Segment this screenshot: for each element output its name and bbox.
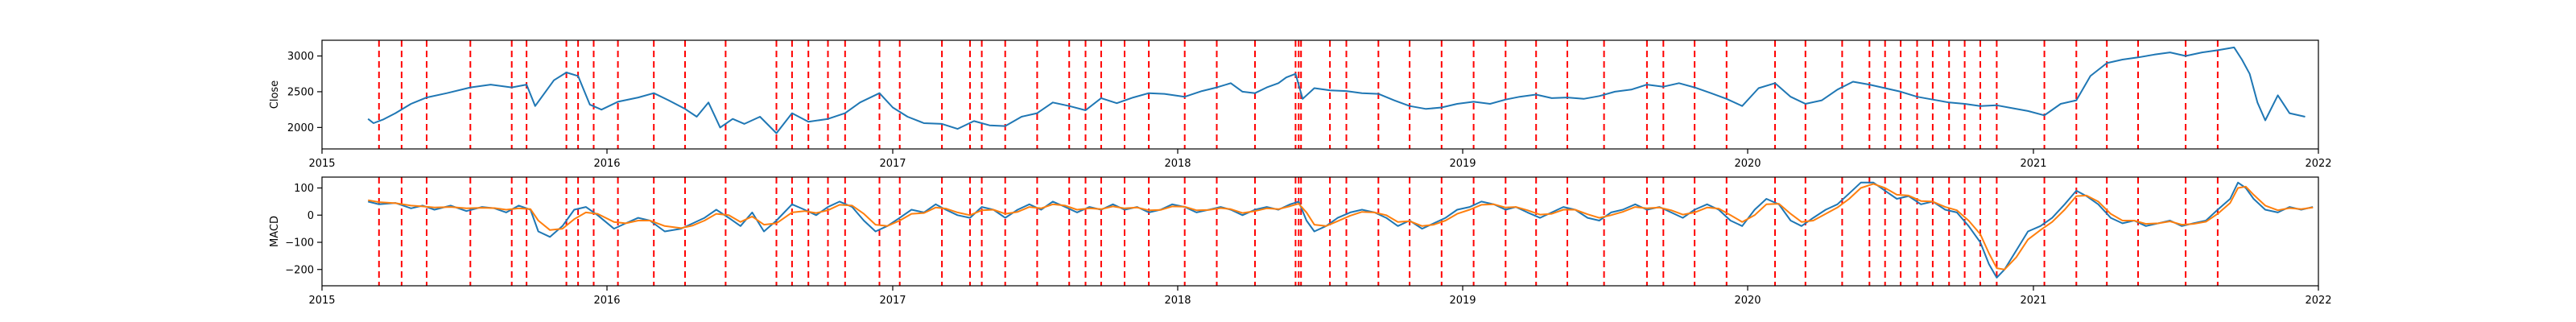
x-tick-label: 2019 — [1449, 295, 1476, 307]
close-line — [367, 46, 2306, 134]
y-tick-label: 2500 — [287, 86, 314, 98]
close-y-axis: 2000 2500 3000 — [287, 51, 322, 134]
macd-line — [367, 181, 2314, 279]
x-tick-label: 2021 — [2020, 295, 2046, 307]
y-tick-label: −200 — [285, 264, 314, 276]
macd-event-markers — [378, 177, 2219, 286]
y-tick-label: 2000 — [287, 122, 314, 134]
macd-series-group — [367, 181, 2314, 279]
signal-line — [368, 183, 2314, 270]
x-tick-label: 2018 — [1164, 295, 1191, 307]
y-tick-label: 0 — [308, 210, 314, 222]
x-tick-label: 2020 — [1734, 295, 1761, 307]
x-tick-label: 2016 — [593, 158, 620, 170]
macd-y-axis-label: MACD — [269, 216, 281, 247]
close-x-axis: 2015 2016 2017 2018 2019 2020 2021 2022 — [308, 149, 2332, 170]
x-tick-label: 2018 — [1164, 158, 1191, 170]
macd-panel: 2015 2016 2017 2018 2019 2020 2021 2022 −200 −10… — [269, 176, 2332, 307]
x-tick-label: 2022 — [2305, 158, 2331, 170]
y-tick-label: 100 — [294, 183, 314, 195]
close-price-panel: 2015 2016 2017 2018 2019 2020 2021 2022 2000 250… — [269, 39, 2332, 170]
x-tick-label: 2022 — [2305, 295, 2331, 307]
x-tick-label: 2017 — [879, 295, 906, 307]
x-tick-label: 2016 — [593, 295, 620, 307]
x-tick-label: 2020 — [1734, 158, 1761, 170]
close-y-axis-label: Close — [269, 80, 281, 109]
macd-y-axis: −200 −100 0 100 — [285, 183, 322, 276]
macd-x-axis: 2015 2016 2017 2018 2019 2020 2021 2022 — [308, 286, 2332, 307]
x-tick-label: 2017 — [879, 158, 906, 170]
x-tick-label: 2021 — [2020, 158, 2046, 170]
close-series-group — [367, 46, 2306, 134]
y-tick-label: 3000 — [287, 51, 314, 63]
x-tick-label: 2015 — [308, 295, 335, 307]
macd-plot-frame — [321, 176, 2319, 287]
x-tick-label: 2015 — [308, 158, 335, 170]
close-plot-frame — [321, 39, 2319, 150]
y-tick-label: −100 — [285, 237, 314, 250]
x-tick-label: 2019 — [1449, 158, 1476, 170]
